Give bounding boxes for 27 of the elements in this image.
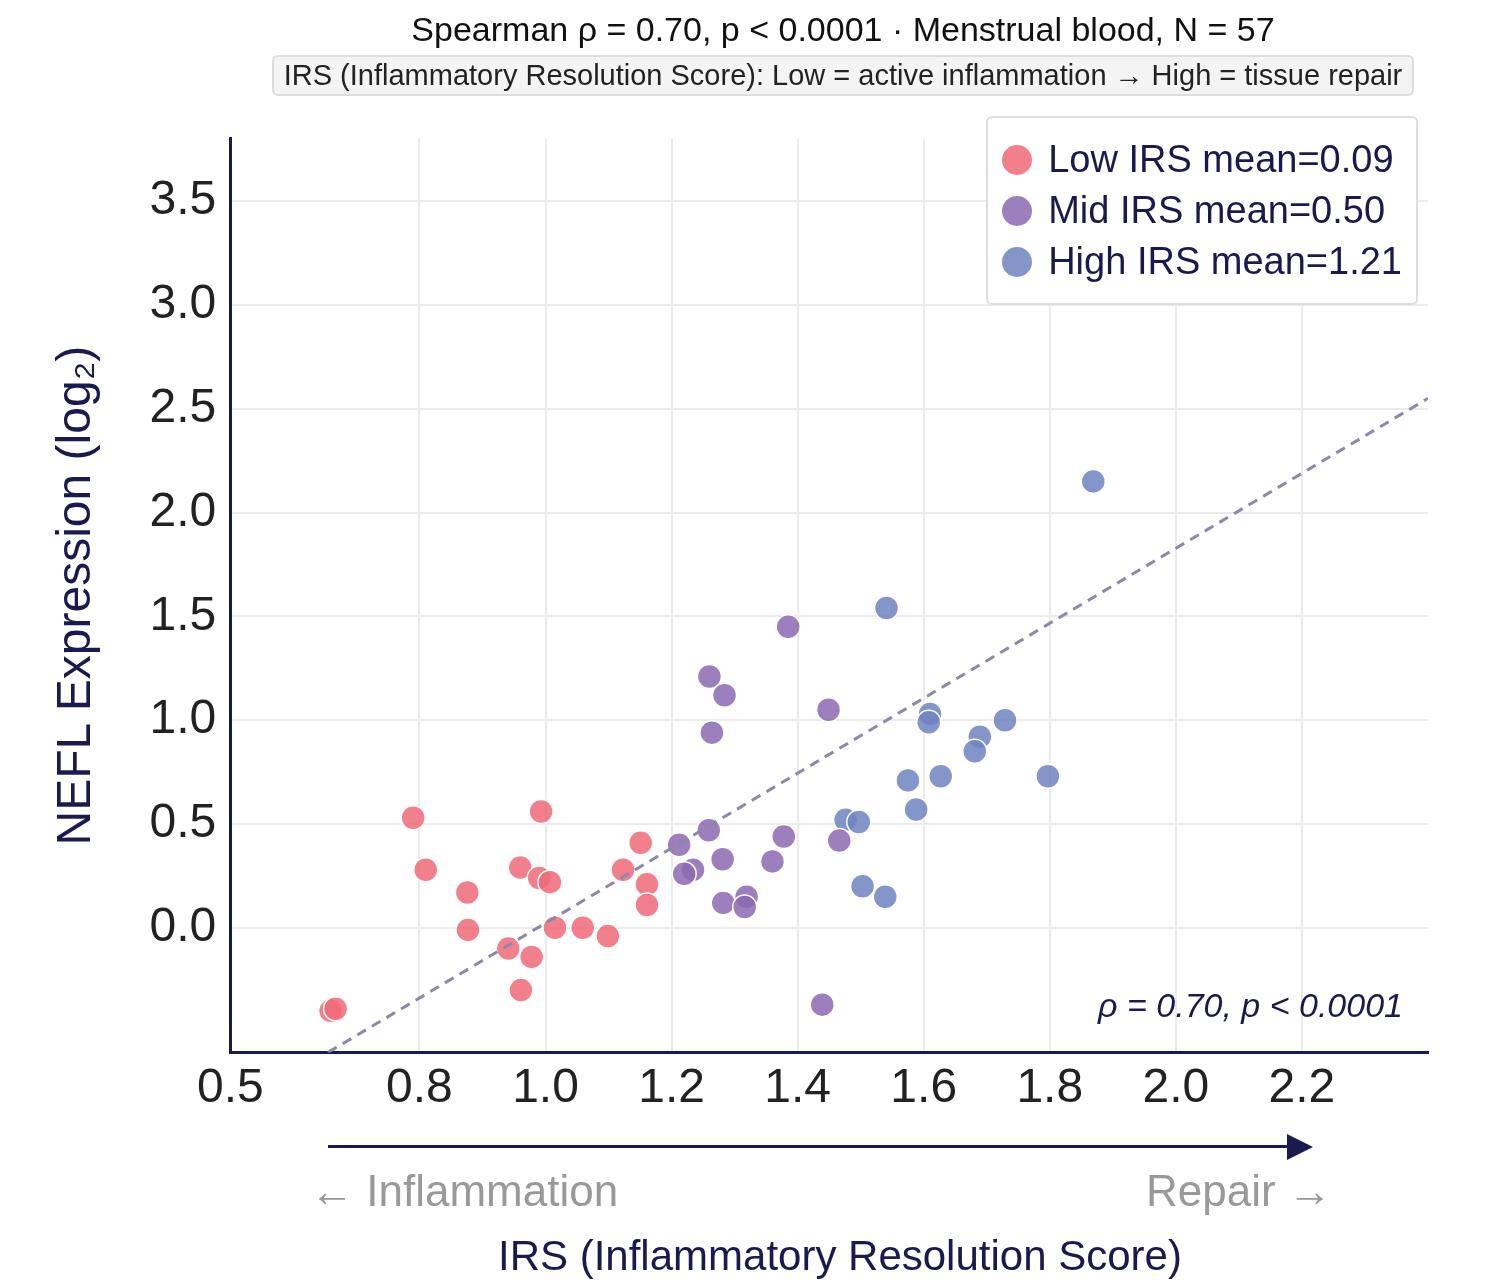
y-tick-label: 1.0 xyxy=(149,690,217,744)
y-tick-label: 2.5 xyxy=(149,378,217,432)
y-tick-label: 1.5 xyxy=(149,586,217,640)
legend-label: Mid IRS mean=0.50 xyxy=(1048,189,1386,232)
x-tick-label: 1.0 xyxy=(512,1059,579,1113)
y-tick-label: 3.5 xyxy=(149,171,217,225)
y-tick-label: 0.0 xyxy=(149,898,217,952)
x-axis-title: IRS (Inflammatory Resolution Score) xyxy=(497,1232,1183,1280)
y-axis-title: NEFL Expression (log₂) xyxy=(47,345,101,846)
x-tick-label: 0.8 xyxy=(386,1059,453,1113)
x-tick-label: 2.2 xyxy=(1268,1059,1336,1113)
legend-label: High IRS mean=1.21 xyxy=(1048,240,1402,283)
x-tick-label: 2.0 xyxy=(1142,1059,1210,1113)
x-tick-label: 1.4 xyxy=(764,1059,832,1113)
annotation: ρ = 0.70, p < 0.0001 xyxy=(1097,985,1403,1024)
x-tick-label: 1.8 xyxy=(1016,1059,1084,1113)
x-tick-label: 0.5 xyxy=(196,1059,264,1113)
text: ← Inflammation xyxy=(310,1166,619,1216)
x-tick-label: 1.2 xyxy=(638,1059,705,1113)
y-tick-label: 2.0 xyxy=(149,482,217,536)
chart-title: Spearman ρ = 0.70, p < 0.0001 · Menstrual blood, N = 57 xyxy=(410,10,1276,49)
x-tick-label: 1.6 xyxy=(890,1059,958,1113)
chart-subtitle: IRS (Inflammatory Resolution Score): Low = active inflammation → High = tissue repair xyxy=(271,55,1415,96)
y-tick-label: 0.5 xyxy=(149,794,217,848)
text: Repair → xyxy=(1146,1166,1332,1216)
y-tick-label: 3.0 xyxy=(149,275,217,329)
legend-label: Low IRS mean=0.09 xyxy=(1048,138,1394,181)
